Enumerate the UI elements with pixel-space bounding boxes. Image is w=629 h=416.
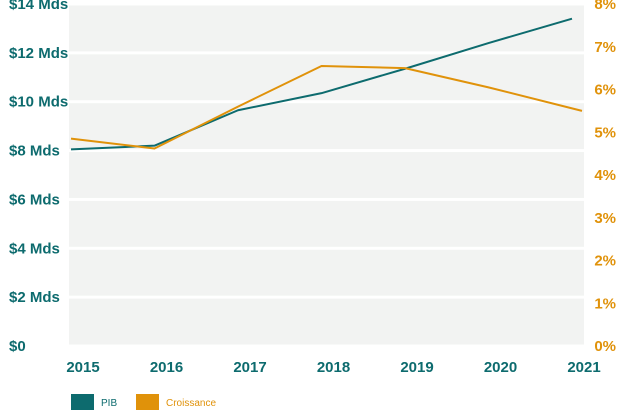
background-band bbox=[69, 5, 584, 52]
left-tick-label: $0 bbox=[9, 338, 26, 355]
x-tick-label: 2016 bbox=[150, 359, 183, 376]
right-tick-label: 8% bbox=[594, 0, 616, 13]
right-tick-label: 2% bbox=[594, 253, 616, 270]
background-band bbox=[69, 152, 584, 198]
left-tick-label: $14 Mds bbox=[9, 0, 68, 13]
right-tick-label: 6% bbox=[594, 82, 616, 99]
left-tick-label: $2 Mds bbox=[9, 289, 60, 306]
background-band bbox=[69, 54, 584, 101]
x-tick-label: 2018 bbox=[317, 359, 350, 376]
right-tick-label: 5% bbox=[594, 124, 616, 141]
left-axis: $0 $2 Mds $4 Mds $6 Mds $8 Mds $10 Mds $12 Mds… bbox=[9, 0, 68, 355]
x-tick-label: 2017 bbox=[233, 359, 266, 376]
legend-swatch bbox=[71, 394, 94, 410]
background-band bbox=[69, 200, 584, 247]
series-pib bbox=[70, 17, 573, 151]
left-tick-label: $10 Mds bbox=[9, 94, 68, 111]
series-croissance bbox=[70, 64, 583, 150]
x-tick-label: 2021 bbox=[567, 359, 600, 376]
right-tick-label: 3% bbox=[594, 210, 616, 227]
right-tick-label: 7% bbox=[594, 39, 616, 56]
legend: PIB Croissance bbox=[71, 394, 216, 410]
left-tick-label: $12 Mds bbox=[9, 45, 68, 62]
x-tick-label: 2019 bbox=[400, 359, 433, 376]
left-tick-label: $6 Mds bbox=[9, 191, 60, 208]
legend-label: Croissance bbox=[166, 398, 216, 409]
right-tick-label: 0% bbox=[594, 338, 616, 355]
right-tick-label: 1% bbox=[594, 295, 616, 312]
legend-swatch bbox=[136, 394, 159, 410]
background-band bbox=[69, 298, 584, 345]
left-tick-label: $8 Mds bbox=[9, 143, 60, 160]
right-tick-label: 4% bbox=[594, 167, 616, 184]
background-band bbox=[69, 249, 584, 296]
right-axis: 0% 1% 2% 3% 4% 5% 6% 7% 8% bbox=[594, 0, 616, 355]
x-axis: 2015 2016 2017 2018 2019 2020 2021 bbox=[66, 359, 600, 376]
x-tick-label: 2015 bbox=[66, 359, 99, 376]
legend-label: PIB bbox=[101, 398, 117, 409]
x-tick-label: 2020 bbox=[484, 359, 517, 376]
plot-background bbox=[69, 5, 584, 345]
left-tick-label: $4 Mds bbox=[9, 240, 60, 257]
background-band bbox=[69, 103, 584, 150]
